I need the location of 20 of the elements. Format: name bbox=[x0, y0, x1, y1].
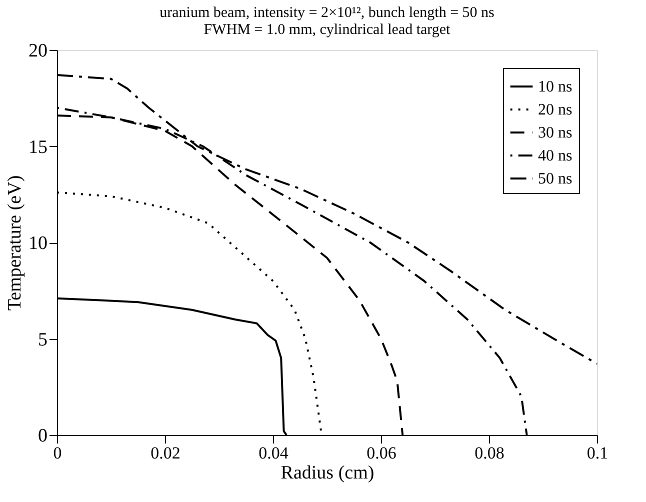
x-axis-title: Radius (cm) bbox=[280, 462, 374, 484]
legend-label: 20 ns bbox=[538, 102, 572, 118]
x-tick-label: 0.08 bbox=[474, 444, 504, 462]
y-tick-label: 5 bbox=[38, 329, 48, 350]
x-tick-label: 0.06 bbox=[366, 444, 396, 462]
legend-label: 50 ns bbox=[538, 170, 572, 188]
text: FWHM = 1.0 mm, cylindrical lead target bbox=[204, 22, 450, 38]
legend-label: 30 ns bbox=[538, 124, 572, 142]
x-tick-label: 0.1 bbox=[586, 444, 608, 462]
text: uranium beam, intensity = 2×10¹², bunch length = 50 ns bbox=[160, 5, 494, 21]
x-tick-label: 0.02 bbox=[150, 444, 180, 462]
x-tick-label: 0.04 bbox=[258, 444, 289, 462]
y-tick-label: 10 bbox=[28, 233, 48, 254]
y-tick-label: 15 bbox=[28, 136, 48, 158]
x-tick-label: 0 bbox=[53, 444, 62, 462]
legend-label: 10 ns bbox=[538, 78, 572, 96]
y-tick-label: 20 bbox=[28, 40, 48, 62]
y-tick-label: 0 bbox=[38, 426, 48, 446]
legend-label: 40 ns bbox=[538, 148, 572, 164]
y-axis-title: Temperature (eV) bbox=[4, 175, 26, 311]
